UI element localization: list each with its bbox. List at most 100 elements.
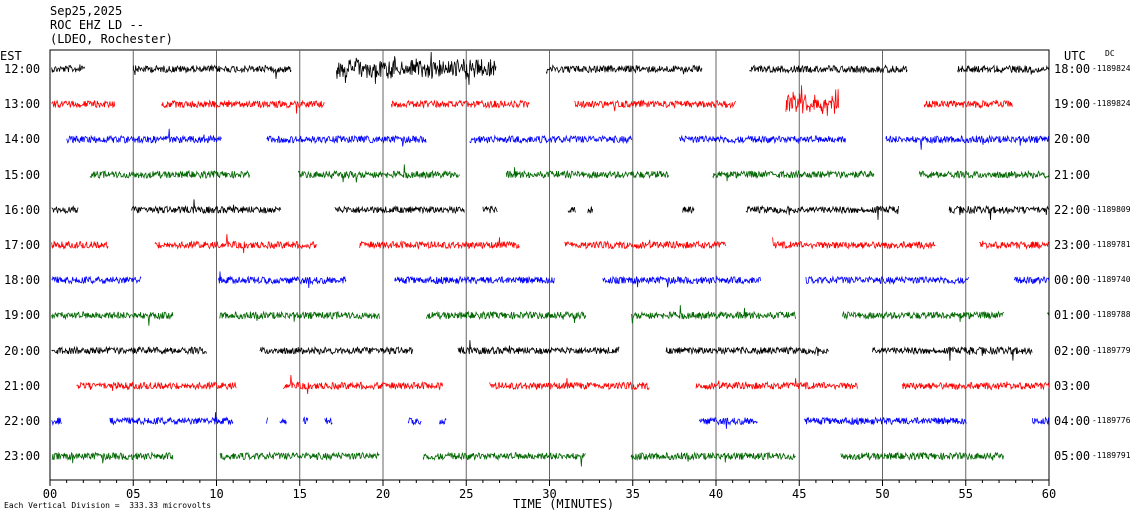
x-tick-label: 40 [708, 487, 724, 501]
trace-segment [439, 417, 447, 425]
row-label-dc: -1189809 [1092, 204, 1130, 214]
trace-segment [422, 451, 586, 467]
trace-segment [1046, 311, 1049, 316]
x-tick-label: 30 [542, 487, 557, 501]
row-label-utc: 02:00 [1054, 343, 1091, 358]
x-tick-label: 20 [375, 487, 391, 501]
row-label-utc: 01:00 [1054, 308, 1091, 323]
trace-segment [336, 51, 497, 85]
x-tick-label: 25 [459, 487, 474, 501]
header-date: Sep25,2025 [50, 4, 123, 18]
trace-segment [923, 99, 1013, 110]
row-label-est: 20:00 [4, 343, 41, 358]
trace-segment [630, 451, 796, 463]
trace-segment [630, 305, 796, 324]
trace-segment [979, 240, 1050, 250]
trace-segment [279, 418, 287, 425]
row-label-est: 21:00 [4, 378, 41, 393]
trace-segment [457, 340, 620, 355]
trace-segment [872, 345, 1033, 361]
trace-segment [712, 169, 875, 182]
x-tick-label: 35 [625, 487, 640, 501]
row-label-dc: -1189791 [1092, 451, 1130, 461]
row-label-est: 17:00 [4, 238, 41, 252]
trace-segment [948, 204, 1049, 220]
seismogram-traces [51, 51, 1050, 467]
x-tick-label: 10 [209, 487, 224, 501]
trace-segment [51, 417, 62, 426]
trace-segment [665, 345, 829, 357]
trace-segment [1031, 416, 1049, 426]
row-label-utc: 04:00 [1054, 414, 1091, 428]
row-label-utc: 18:00 [1054, 62, 1091, 76]
trace-segment [957, 64, 1049, 75]
trace-segment [803, 416, 967, 426]
row-label-est: 23:00 [4, 449, 41, 464]
trace-segment [219, 310, 380, 322]
trace-segment [602, 275, 761, 288]
trace-segment [545, 64, 703, 75]
row-label-utc: 05:00 [1054, 449, 1091, 464]
trace-segment [587, 206, 593, 214]
trace-segment [51, 311, 174, 326]
row-label-utc: 19:00 [1054, 97, 1091, 112]
trace-segment [266, 134, 427, 147]
row-label-dc: -1189824 [1092, 64, 1130, 73]
x-tick-label: 60 [1041, 487, 1057, 501]
trace-segment [109, 412, 234, 426]
trace-segment [390, 99, 530, 110]
trace-segment [51, 345, 207, 356]
trace-segment [918, 169, 1050, 180]
row-label-dc: -1189824 [1092, 99, 1130, 109]
trace-segment [785, 85, 840, 116]
x-tick-label: 55 [958, 487, 973, 501]
trace-segment [266, 417, 269, 424]
trace-segment [324, 417, 333, 425]
x-tick-label: 00 [42, 487, 58, 501]
trace-segment [217, 271, 347, 289]
row-label-utc: 20:00 [1054, 132, 1091, 147]
trace-segment [749, 64, 908, 75]
trace-segment [51, 99, 116, 109]
row-label-utc: 00:00 [1054, 273, 1091, 288]
row-label-est: 18:00 [4, 273, 41, 288]
trace-segment [302, 416, 309, 425]
trace-segment [505, 167, 670, 180]
trace-segment [840, 451, 1004, 461]
row-label-dc: -1189781 [1092, 240, 1130, 249]
trace-segment [682, 206, 695, 214]
trace-segment [695, 378, 858, 391]
x-tick-label: 05 [126, 487, 141, 501]
row-label-est: 12:00 [4, 62, 41, 76]
scale-note: Each Vertical Division = 333.33 microvol… [4, 501, 212, 510]
trace-segment [359, 237, 520, 250]
trace-segment [469, 134, 633, 145]
row-label-est: 19:00 [4, 308, 41, 323]
trace-segment [297, 164, 460, 183]
x-tick-label: 45 [792, 487, 807, 501]
trace-segment [131, 199, 282, 214]
row-label-dc: -1189788 [1092, 310, 1130, 320]
trace-segment [219, 451, 380, 461]
trace-segment [51, 205, 79, 215]
trace-segment [154, 234, 317, 254]
trace-segment [745, 204, 900, 220]
trace-segment [482, 205, 498, 214]
est-axis-label: EST [0, 49, 22, 63]
trace-segment [259, 345, 414, 355]
trace-segment [282, 374, 444, 394]
x-tick-label: 50 [875, 487, 890, 501]
trace-segment [51, 64, 86, 73]
row-label-dc: -1189740 [1092, 275, 1130, 285]
trace-segment [805, 275, 969, 285]
trace-segment [567, 206, 576, 214]
trace-segment [51, 275, 142, 285]
trace-segment [161, 99, 325, 114]
trace-segment [772, 237, 936, 250]
trace-segment [699, 416, 758, 429]
trace-segment [51, 451, 174, 464]
trace-segment [574, 99, 737, 112]
row-label-est: 15:00 [4, 167, 41, 182]
trace-segment [394, 275, 555, 285]
row-label-est: 16:00 [4, 202, 41, 217]
